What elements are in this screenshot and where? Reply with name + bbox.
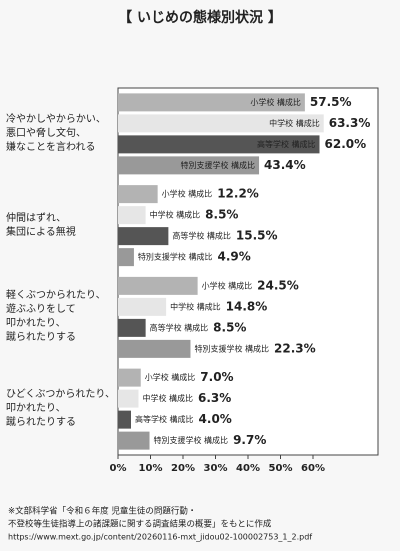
x-tick-label: 30% bbox=[204, 463, 228, 474]
bar-series-label: 中学校 構成比 bbox=[269, 118, 320, 128]
category-label: ひどくぶつかられたり、 叩かれたり、 蹴られたりする bbox=[6, 389, 115, 429]
bar-series-label: 小学校 構成比 bbox=[202, 280, 253, 290]
x-tick-label: 10% bbox=[139, 463, 163, 474]
value-label: 4.9% bbox=[217, 250, 250, 264]
bar bbox=[118, 248, 134, 267]
category-label: 仲間はずれ、 集団による無視 bbox=[6, 212, 76, 238]
bar bbox=[118, 135, 320, 154]
x-tick-label: 40% bbox=[236, 463, 260, 474]
x-tick-label: 50% bbox=[269, 463, 293, 474]
bar bbox=[118, 276, 198, 295]
chart-title: 【 いじめの態様別状況 】 bbox=[118, 9, 282, 26]
bar bbox=[118, 297, 167, 316]
bar bbox=[118, 114, 324, 133]
value-label: 12.2% bbox=[217, 187, 259, 201]
bar bbox=[118, 339, 191, 358]
value-label: 63.3% bbox=[329, 116, 371, 130]
bar-series-label: 高等学校 構成比 bbox=[172, 231, 231, 241]
source-note: https://www.mext.go.jp/content/20260116-… bbox=[8, 533, 312, 542]
value-label: 8.5% bbox=[213, 320, 246, 334]
category-label: 軽くぶつかられたり、 遊ぶふりをして 叩かれたり、 蹴られたりする bbox=[6, 290, 106, 344]
bar-series-label: 高等学校 構成比 bbox=[257, 139, 316, 149]
bar bbox=[118, 206, 146, 225]
value-label: 22.3% bbox=[274, 341, 316, 355]
bar-series-label: 中学校 構成比 bbox=[150, 210, 201, 220]
bar bbox=[118, 368, 141, 387]
value-label: 15.5% bbox=[236, 229, 278, 243]
value-label: 6.3% bbox=[198, 391, 231, 405]
value-label: 14.8% bbox=[226, 299, 268, 313]
bar-series-label: 特別支援学校 構成比 bbox=[194, 343, 269, 353]
bar bbox=[118, 93, 305, 112]
bar bbox=[118, 318, 146, 337]
source-note: 不登校等生徒指導上の諸課題に関する調査結果の概要」をもとに作成 bbox=[8, 519, 272, 530]
bar bbox=[118, 227, 169, 246]
value-label: 62.0% bbox=[325, 137, 367, 151]
bar-series-label: 中学校 構成比 bbox=[170, 301, 221, 311]
bar-series-label: 高等学校 構成比 bbox=[135, 414, 194, 424]
bar-series-label: 中学校 構成比 bbox=[142, 393, 193, 403]
bar bbox=[118, 389, 139, 408]
bar-series-label: 特別支援学校 構成比 bbox=[138, 252, 213, 262]
value-label: 4.0% bbox=[199, 412, 232, 426]
bar-series-label: 小学校 構成比 bbox=[250, 97, 301, 107]
bar-series-label: 特別支援学校 構成比 bbox=[154, 435, 229, 445]
value-label: 8.5% bbox=[205, 208, 238, 222]
value-label: 24.5% bbox=[257, 278, 299, 292]
bar bbox=[118, 431, 150, 450]
value-label: 9.7% bbox=[233, 433, 266, 447]
bar bbox=[118, 156, 260, 175]
value-label: 43.4% bbox=[264, 158, 306, 172]
bar bbox=[118, 185, 158, 204]
category-label: 冷やかしやからかい、 悪口や脅し文句、 嫌なことを言われる bbox=[6, 113, 106, 153]
bar-series-label: 特別支援学校 構成比 bbox=[181, 160, 256, 170]
bar-series-label: 小学校 構成比 bbox=[162, 189, 213, 199]
x-tick-label: 60% bbox=[301, 463, 325, 474]
bar-series-label: 小学校 構成比 bbox=[145, 372, 196, 382]
source-note: ※文部科学省「令和６年度 児童生徒の問題行動・ bbox=[8, 506, 196, 517]
x-tick-label: 0% bbox=[110, 463, 127, 474]
x-tick-label: 20% bbox=[171, 463, 195, 474]
bar-series-label: 高等学校 構成比 bbox=[150, 322, 209, 332]
value-label: 7.0% bbox=[200, 370, 233, 384]
bar bbox=[118, 410, 131, 429]
value-label: 57.5% bbox=[310, 95, 352, 109]
